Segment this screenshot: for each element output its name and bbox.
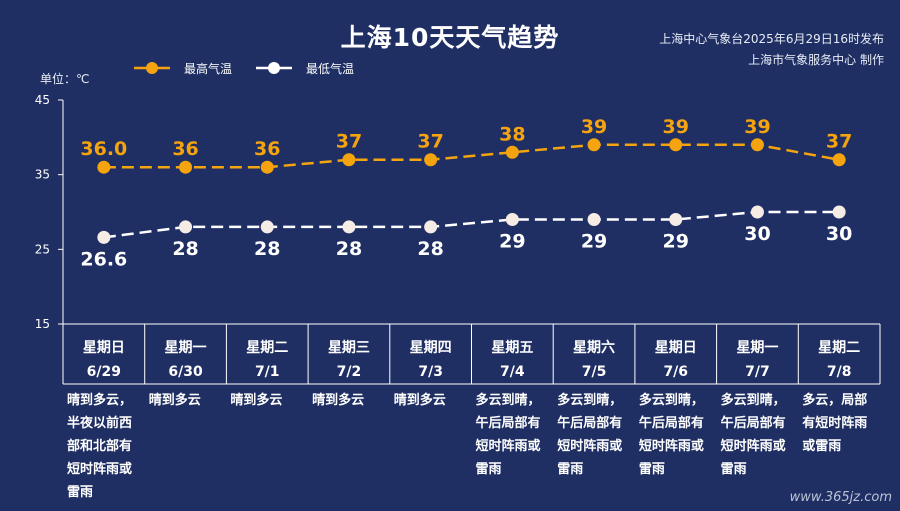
legend-high-marker	[134, 62, 170, 74]
low-temp-value: 28	[336, 238, 362, 260]
low-temp-point	[832, 205, 846, 219]
low-temp-point	[669, 212, 683, 226]
weather-description: 晴到多云	[312, 393, 365, 408]
low-temp-value: 30	[744, 223, 770, 245]
low-temp-value: 29	[581, 230, 607, 252]
high-temp-value: 37	[417, 131, 443, 153]
high-temp-value: 37	[826, 131, 852, 153]
low-temp-line	[103, 210, 840, 239]
weather-description: 多云到晴， 午后局部有 短时阵雨或 雷雨	[638, 393, 704, 477]
weekday-label: 星期一	[165, 340, 207, 356]
date-label: 7/2	[337, 364, 362, 380]
weather-description: 晴到多云	[393, 393, 446, 408]
weekday-label: 星期六	[573, 339, 615, 356]
weather-description: 晴到多云	[148, 393, 201, 408]
watermark: www.365jz.com	[789, 490, 892, 505]
high-temp-point	[505, 145, 519, 159]
low-temp-value: 28	[172, 238, 198, 260]
y-tick-label: 35	[35, 168, 50, 182]
legend-low-marker	[256, 62, 292, 74]
low-temp-point	[342, 220, 356, 234]
date-label: 7/3	[418, 364, 443, 380]
low-temp-value: 30	[826, 223, 852, 245]
high-temp-value: 39	[663, 116, 689, 138]
legend-high-label: 最高气温	[184, 61, 233, 76]
high-temp-point	[750, 138, 764, 152]
weather-description: 晴到多云	[230, 393, 283, 408]
date-label: 7/5	[582, 364, 607, 380]
low-temp-point	[424, 220, 438, 234]
date-label: 7/8	[827, 364, 852, 380]
high-temp-value: 36	[254, 138, 280, 160]
low-temp-value: 29	[663, 230, 689, 252]
weather-description: 多云到晴， 午后局部有 短时阵雨或 雷雨	[557, 393, 623, 477]
weather-description: 多云，局部 有短时阵雨 或雷雨	[802, 393, 868, 454]
low-temp-value: 28	[417, 238, 443, 260]
y-tick-label: 15	[35, 317, 50, 331]
weekday-label: 星期日	[655, 340, 697, 356]
high-temp-point	[260, 160, 274, 174]
high-temp-point	[669, 138, 683, 152]
unit-label: 单位：℃	[40, 72, 90, 86]
page-title: 上海10天天气趋势	[340, 23, 560, 52]
weather-description: 晴到多云， 半夜以前西 部和北部有 短时阵雨或 雷雨	[67, 393, 133, 500]
weekday-label: 星期四	[410, 340, 452, 356]
y-tick-label: 45	[35, 93, 50, 107]
high-temp-point	[342, 153, 356, 167]
weekday-label: 星期日	[83, 340, 125, 356]
weather-description: 多云到晴， 午后局部有 短时阵雨或 雷雨	[475, 393, 541, 477]
high-temp-value: 36.0	[80, 138, 127, 160]
weekday-label: 星期三	[328, 340, 370, 356]
date-label: 7/1	[255, 364, 280, 380]
legend-low-label: 最低气温	[306, 61, 355, 76]
legend-item-high: 最高气温	[134, 58, 232, 78]
date-label: 6/29	[87, 364, 121, 380]
weekday-label: 星期一	[736, 340, 778, 356]
weekday-label: 星期五	[491, 340, 533, 356]
high-temp-line	[103, 143, 840, 169]
high-temp-point	[832, 153, 846, 167]
date-label: 6/30	[168, 364, 203, 380]
high-temp-value: 39	[744, 116, 770, 138]
low-temp-point	[505, 212, 519, 226]
low-temp-value: 28	[254, 238, 280, 260]
high-temp-point	[179, 160, 193, 174]
publisher-line: 上海中心气象台2025年6月29日16时发布	[659, 32, 884, 46]
high-temp-value: 37	[336, 131, 362, 153]
low-temp-value: 29	[499, 230, 525, 252]
low-temp-point	[179, 220, 193, 234]
low-temp-point	[587, 212, 601, 226]
high-temp-point	[587, 138, 601, 152]
low-temp-value: 26.6	[80, 248, 127, 270]
y-tick-label: 25	[35, 242, 50, 256]
low-temp-point	[750, 205, 764, 219]
high-temp-point	[97, 160, 111, 174]
high-temp-value: 38	[499, 123, 525, 145]
date-label: 7/4	[500, 364, 525, 380]
high-temp-value: 39	[581, 116, 607, 138]
date-label: 7/6	[663, 364, 688, 380]
date-label: 7/7	[745, 364, 770, 380]
weather-description: 多云到晴， 午后局部有 短时阵雨或 雷雨	[720, 393, 786, 477]
weekday-label: 星期二	[818, 340, 860, 356]
weekday-label: 星期二	[246, 340, 288, 356]
high-temp-value: 36	[172, 138, 198, 160]
high-temp-point	[424, 153, 438, 167]
low-temp-point	[97, 230, 111, 244]
producer-line: 上海市气象服务中心 制作	[748, 53, 884, 67]
low-temp-point	[260, 220, 274, 234]
legend-item-low: 最低气温	[256, 58, 354, 78]
